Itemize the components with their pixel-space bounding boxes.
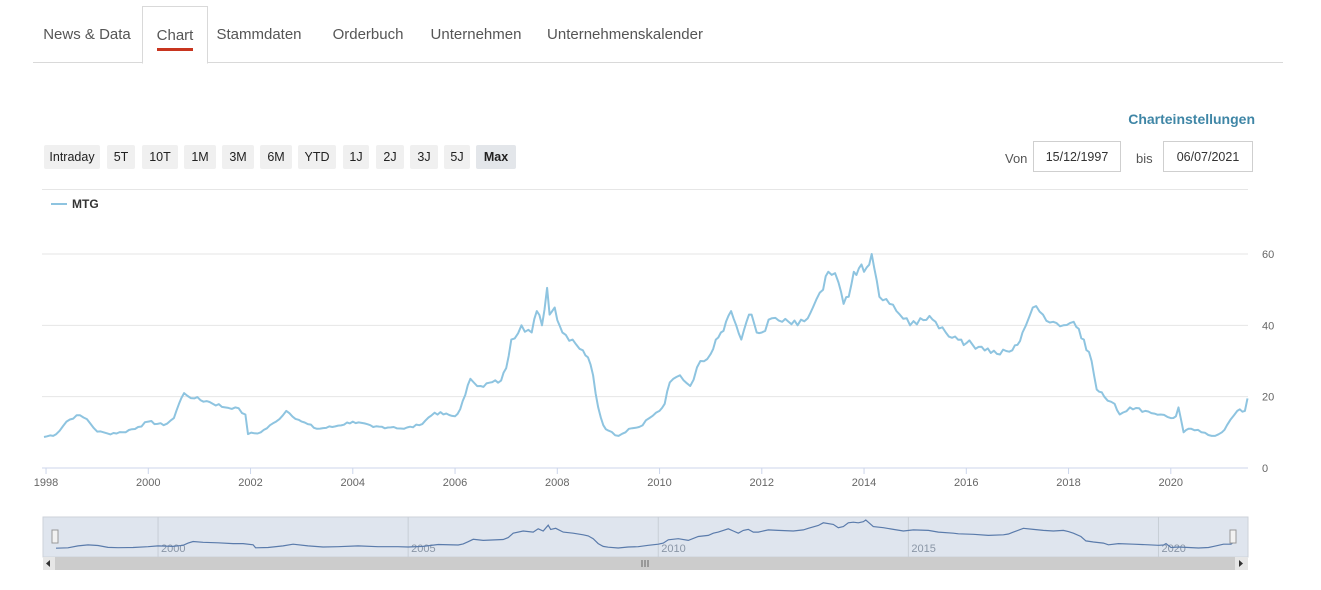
x-tick-label: 2000 [136, 477, 160, 489]
range-button-10t[interactable]: 10T [142, 145, 178, 169]
x-axis-ticks: 1998 2000 2002 2004 2006 2008 2010 2012 2014 2016… [34, 468, 1183, 489]
tab-unternehmen[interactable]: Unternehmen [423, 6, 529, 62]
x-tick-label: 2018 [1056, 477, 1080, 489]
range-button-intraday[interactable]: Intraday [44, 145, 100, 169]
x-tick-label: 2012 [750, 477, 774, 489]
tab-stammdaten[interactable]: Stammdaten [211, 6, 307, 62]
x-tick-label: 2016 [954, 477, 978, 489]
navigator-left-handle[interactable] [51, 529, 59, 544]
x-tick-label: 2004 [341, 477, 365, 489]
tab-label: Unternehmenskalender [547, 26, 703, 43]
tab-news-data[interactable]: News & Data [33, 6, 141, 62]
y-axis-labels: 0 20 40 60 [1262, 249, 1274, 475]
date-to-input[interactable] [1163, 141, 1253, 172]
x-tick-label: 2014 [852, 477, 876, 489]
x-tick-label: 2008 [545, 477, 569, 489]
navigator-tick-label: 2015 [911, 543, 935, 555]
chart-legend[interactable]: MTG [51, 197, 99, 211]
range-button-ytd[interactable]: YTD [298, 145, 336, 169]
tab-label: Stammdaten [216, 26, 302, 43]
date-to-label: bis [1136, 151, 1153, 166]
x-tick-label: 2006 [443, 477, 467, 489]
y-tick-label: 60 [1262, 249, 1274, 261]
range-button-6m[interactable]: 6M [260, 145, 292, 169]
navigator-selection[interactable] [42, 516, 1249, 558]
x-tick-label: 2010 [647, 477, 671, 489]
x-tick-label: 2020 [1159, 477, 1183, 489]
chart-top-divider [42, 189, 1248, 190]
tab-label: News & Data [43, 26, 131, 43]
tab-chart[interactable]: Chart [142, 6, 208, 64]
chart-settings-link[interactable]: Charteinstellungen [1128, 111, 1255, 127]
tab-label: Orderbuch [332, 26, 404, 43]
price-chart[interactable]: MTG 0 20 40 60 1998 2000 2002 2004 2006 2008 2010… [0, 190, 1321, 495]
chart-navigator[interactable]: 2000 2005 2010 2015 2020 [0, 510, 1321, 580]
legend-label-mtg: MTG [72, 197, 99, 211]
y-tick-label: 0 [1262, 463, 1268, 475]
range-button-1j[interactable]: 1J [343, 145, 369, 169]
tab-unternehmenskalender[interactable]: Unternehmenskalender [545, 6, 705, 62]
navigator-tick-label: 2000 [161, 543, 185, 555]
navigator-tick-label: 2020 [1161, 543, 1185, 555]
tab-bar: News & Data Chart Stammdaten Orderbuch U… [33, 6, 1283, 64]
date-from-input[interactable] [1033, 141, 1121, 172]
arrow-left-icon[interactable] [46, 560, 50, 567]
tab-label: Unternehmen [430, 26, 522, 43]
grip-lines-icon [641, 560, 649, 567]
x-tick-label: 1998 [34, 477, 58, 489]
range-button-2j[interactable]: 2J [376, 145, 404, 169]
date-from-label: Von [1005, 151, 1028, 166]
tab-orderbuch[interactable]: Orderbuch [323, 6, 413, 62]
tab-label: Chart [156, 7, 194, 51]
y-gridlines [42, 253, 1248, 398]
y-tick-label: 40 [1262, 320, 1274, 332]
arrow-right-icon[interactable] [1239, 560, 1243, 567]
range-button-3m[interactable]: 3M [222, 145, 254, 169]
navigator-tick-label: 2010 [661, 543, 685, 555]
y-tick-label: 20 [1262, 392, 1274, 404]
range-button-1m[interactable]: 1M [184, 145, 216, 169]
range-button-5j[interactable]: 5J [444, 145, 470, 169]
navigator-right-handle[interactable] [1229, 529, 1237, 544]
series-line-mtg [43, 253, 1249, 438]
navigator-series-line [55, 519, 1234, 549]
range-button-max[interactable]: Max [476, 145, 516, 169]
range-button-5t[interactable]: 5T [107, 145, 135, 169]
range-button-3j[interactable]: 3J [410, 145, 438, 169]
x-tick-label: 2002 [238, 477, 262, 489]
